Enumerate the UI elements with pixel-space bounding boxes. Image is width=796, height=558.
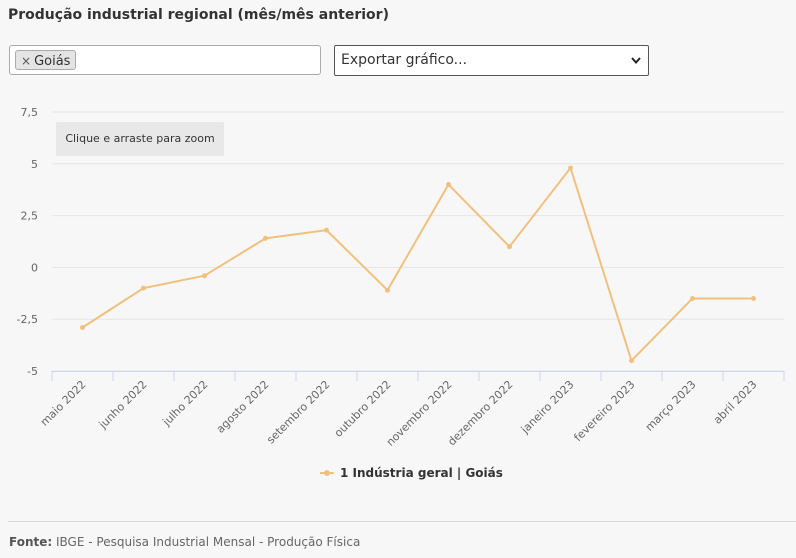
x-tick-label: julho 2022	[160, 378, 211, 429]
y-tick-label: -2,5	[17, 313, 38, 326]
x-tick-label: fevereiro 2023	[571, 378, 637, 444]
x-tick-label: novembro 2022	[384, 378, 455, 449]
data-point	[263, 235, 268, 241]
chart-title: Produção industrial regional (mês/mês an…	[8, 7, 389, 23]
data-point	[80, 324, 85, 330]
y-tick-label: 2,5	[21, 210, 39, 223]
source-label: Fonte:	[9, 535, 53, 549]
export-select-label: Exportar gráfico...	[341, 52, 468, 68]
x-tick-label: março 2023	[643, 378, 699, 434]
x-tick-label: setembro 2022	[264, 378, 332, 446]
x-tick-label: junho 2022	[96, 378, 150, 432]
data-point	[690, 295, 695, 301]
x-tick-label: agosto 2022	[214, 378, 272, 436]
remove-chip-icon[interactable]: ×	[21, 54, 32, 68]
region-chip-label: Goiás	[34, 54, 71, 69]
x-tick-label: maio 2022	[38, 378, 89, 429]
export-select[interactable]: Exportar gráfico...	[334, 45, 649, 76]
series-line	[81, 166, 754, 362]
x-tick-label: dezembro 2022	[445, 378, 515, 448]
legend-item-label: 1 Indústria geral | Goiás	[340, 466, 503, 480]
x-tick-label: outubro 2022	[332, 378, 394, 440]
data-point	[324, 227, 329, 233]
zoom-hint-button[interactable]: Clique e arraste para zoom	[56, 122, 224, 156]
data-point	[751, 295, 756, 301]
x-tick-label: abril 2023	[711, 378, 760, 427]
y-tick-label: 0	[31, 261, 38, 274]
data-point	[629, 358, 634, 364]
source-text: IBGE - Pesquisa Industrial Mensal - Prod…	[56, 535, 361, 549]
region-filter-input[interactable]: × Goiás	[9, 45, 321, 75]
data-point	[202, 273, 207, 279]
chevron-down-icon	[630, 46, 642, 86]
footer-divider	[8, 521, 796, 522]
data-point	[446, 182, 451, 188]
region-chip: × Goiás	[15, 50, 77, 70]
data-point	[141, 285, 146, 291]
data-point	[385, 287, 390, 293]
source-footer: Fonte: IBGE - Pesquisa Industrial Mensal…	[9, 535, 360, 549]
data-point	[507, 244, 512, 250]
legend-swatch-marker	[324, 470, 330, 476]
x-tick-label: janeiro 2023	[518, 378, 577, 437]
y-tick-label: 5	[31, 158, 38, 171]
data-point	[568, 165, 573, 171]
y-tick-label: -5	[27, 365, 38, 378]
y-tick-label: 7,5	[21, 106, 39, 119]
